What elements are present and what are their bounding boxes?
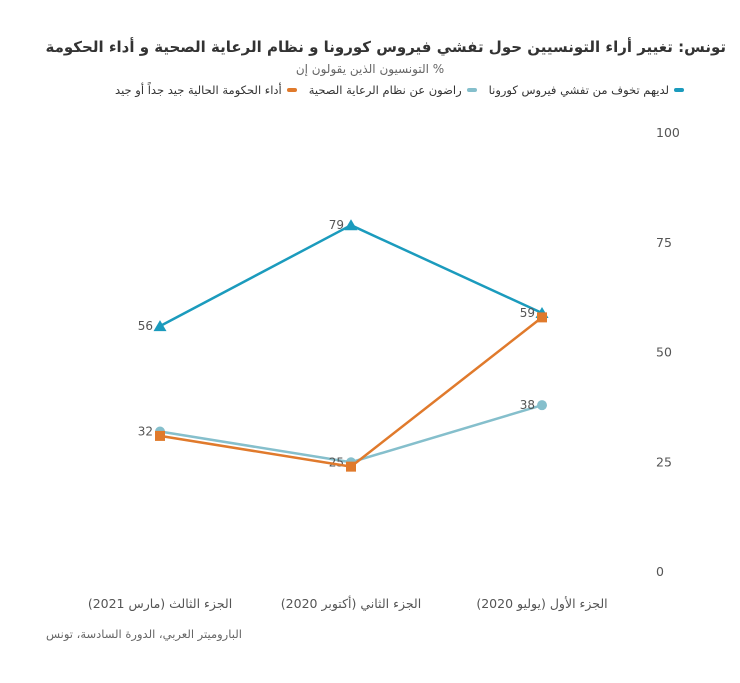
source-note: الباروميتر العربي، الدورة السادسة، تونس — [46, 627, 242, 641]
marker-government-performance-1 — [346, 461, 356, 472]
legend-swatch-government-performance — [286, 88, 297, 92]
data-label-covid-concern-2: 59 — [520, 306, 535, 320]
y-tick-label-25: 25 — [656, 454, 672, 469]
x-category-label-1: الجزء الثاني (أكتوبر 2020) — [281, 595, 421, 612]
legend-item-covid-concern[interactable]: لديهم تخوف من تفشي فيروس كورونا — [489, 83, 684, 97]
x-category-label-2: الجزء الأول (يوليو 2020) — [476, 596, 607, 612]
data-label-covid-concern-1: 79 — [329, 218, 344, 232]
legend-swatch-covid-concern — [674, 88, 684, 92]
y-tick-label-50: 50 — [656, 345, 672, 360]
data-label-health-satisfaction-2: 38 — [520, 398, 535, 412]
series-line-government-performance — [158, 316, 544, 468]
chart-subtitle: % التونسيون الذين يقولون إن — [295, 62, 445, 76]
series-line-covid-concern — [158, 223, 544, 328]
x-category-label-0: الجزء الثالث (مارس 2021) — [88, 596, 232, 612]
legend-swatch-health-satisfaction — [466, 88, 477, 92]
y-tick-label-75: 75 — [656, 235, 672, 250]
y-tick-label-0: 0 — [656, 564, 664, 579]
marker-government-performance-0 — [155, 430, 165, 441]
chart-title: تونس: تغيير أراء التونسيين حول تفشي فيرو… — [45, 38, 727, 56]
data-label-covid-concern-0: 56 — [138, 319, 153, 333]
legend-item-government-performance[interactable]: أداء الحكومة الحالية جيد جداً أو جيد — [115, 83, 297, 97]
legend-label-government-performance: أداء الحكومة الحالية جيد جداً أو جيد — [115, 83, 282, 97]
legend-label-covid-concern: لديهم تخوف من تفشي فيروس كورونا — [488, 83, 669, 97]
legend: لديهم تخوف من تفشي فيروس كورونا راضون عن… — [115, 83, 684, 97]
y-tick-label-100: 100 — [656, 125, 680, 140]
data-label-health-satisfaction-0: 32 — [138, 425, 153, 439]
marker-covid-concern-0 — [153, 320, 167, 332]
marker-covid-concern-1 — [344, 219, 358, 231]
legend-label-health-satisfaction: راضون عن نظام الرعاية الصحية — [308, 83, 462, 97]
legend-item-health-satisfaction[interactable]: راضون عن نظام الرعاية الصحية — [309, 83, 477, 97]
marker-government-performance-2 — [537, 312, 547, 323]
series-line-health-satisfaction — [158, 403, 544, 464]
marker-health-satisfaction-2 — [537, 400, 547, 411]
